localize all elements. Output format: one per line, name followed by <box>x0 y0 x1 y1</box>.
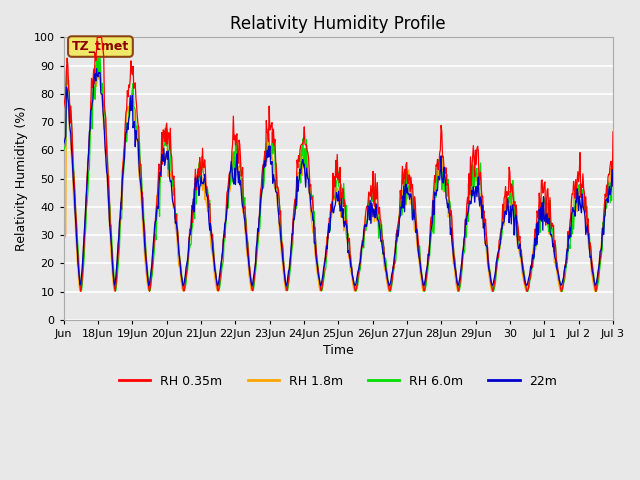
RH 1.8m <box>60 238 67 243</box>
22m <box>226 172 234 178</box>
Line: RH 1.8m: RH 1.8m <box>63 66 613 291</box>
Legend: RH 0.35m, RH 1.8m, RH 6.0m, 22m: RH 0.35m, RH 1.8m, RH 6.0m, 22m <box>114 370 563 393</box>
22m <box>428 227 435 233</box>
RH 6.0m <box>125 114 132 120</box>
Line: RH 6.0m: RH 6.0m <box>63 42 613 291</box>
22m <box>282 283 290 289</box>
RH 1.8m <box>253 241 261 247</box>
22m <box>253 239 261 245</box>
RH 0.35m <box>274 184 282 190</box>
RH 1.8m <box>426 232 434 238</box>
RH 6.0m <box>60 147 67 153</box>
Text: TZ_tmet: TZ_tmet <box>72 40 129 53</box>
RH 0.35m <box>609 129 617 135</box>
RH 0.35m <box>93 35 101 40</box>
22m <box>125 116 132 122</box>
RH 6.0m <box>396 212 403 218</box>
Title: Relativity Humidity Profile: Relativity Humidity Profile <box>230 15 446 33</box>
RH 0.35m <box>125 82 132 88</box>
X-axis label: Time: Time <box>323 344 354 357</box>
RH 6.0m <box>609 154 617 160</box>
RH 6.0m <box>426 242 434 248</box>
22m <box>274 202 282 207</box>
RH 6.0m <box>226 183 234 189</box>
RH 6.0m <box>93 39 101 45</box>
RH 6.0m <box>274 196 282 202</box>
RH 0.35m <box>396 211 403 217</box>
RH 1.8m <box>396 205 403 211</box>
22m <box>93 66 100 72</box>
RH 1.8m <box>92 63 99 69</box>
RH 1.8m <box>609 172 617 178</box>
RH 6.0m <box>253 254 261 260</box>
RH 0.35m <box>226 169 234 175</box>
22m <box>609 183 617 189</box>
RH 1.8m <box>226 189 234 194</box>
RH 0.35m <box>592 288 600 294</box>
RH 1.8m <box>522 288 530 294</box>
Line: RH 0.35m: RH 0.35m <box>63 37 613 291</box>
RH 0.35m <box>426 222 434 228</box>
RH 0.35m <box>60 105 67 111</box>
22m <box>60 142 67 147</box>
RH 1.8m <box>274 209 282 215</box>
Line: 22m: 22m <box>63 69 613 286</box>
RH 6.0m <box>490 288 497 294</box>
Y-axis label: Relativity Humidity (%): Relativity Humidity (%) <box>15 106 28 251</box>
RH 0.35m <box>253 243 261 249</box>
RH 1.8m <box>125 111 132 117</box>
22m <box>396 213 404 219</box>
